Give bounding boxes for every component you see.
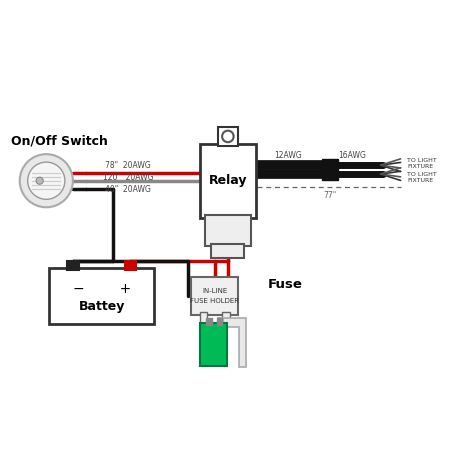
Circle shape bbox=[20, 154, 73, 207]
Polygon shape bbox=[217, 318, 246, 367]
FancyBboxPatch shape bbox=[191, 277, 238, 315]
Text: 78"  20AWG: 78" 20AWG bbox=[105, 161, 151, 170]
FancyBboxPatch shape bbox=[199, 312, 207, 325]
FancyBboxPatch shape bbox=[67, 261, 79, 270]
Text: IN-LINE: IN-LINE bbox=[202, 288, 227, 293]
Circle shape bbox=[36, 177, 43, 184]
Text: 120"  20AWG: 120" 20AWG bbox=[103, 173, 153, 182]
Text: FUSE HOLDER: FUSE HOLDER bbox=[190, 298, 239, 304]
Text: On/Off Switch: On/Off Switch bbox=[11, 135, 108, 147]
FancyBboxPatch shape bbox=[199, 144, 256, 218]
Bar bbox=[322, 159, 338, 180]
FancyBboxPatch shape bbox=[205, 215, 251, 246]
Text: Battey: Battey bbox=[78, 300, 125, 313]
Text: Relay: Relay bbox=[209, 174, 247, 187]
Text: 12AWG: 12AWG bbox=[274, 151, 302, 160]
Text: −        +: − + bbox=[72, 283, 131, 297]
Text: 40"  20AWG: 40" 20AWG bbox=[105, 185, 151, 194]
FancyBboxPatch shape bbox=[125, 261, 136, 270]
Text: TO LIGHT
FIXTURE: TO LIGHT FIXTURE bbox=[407, 171, 437, 183]
Circle shape bbox=[222, 130, 234, 142]
Text: 77": 77" bbox=[323, 191, 336, 200]
Text: Fuse: Fuse bbox=[268, 278, 303, 291]
FancyBboxPatch shape bbox=[49, 267, 154, 324]
FancyBboxPatch shape bbox=[222, 312, 230, 325]
Text: 16AWG: 16AWG bbox=[338, 151, 366, 160]
FancyBboxPatch shape bbox=[200, 323, 227, 366]
Circle shape bbox=[28, 162, 65, 199]
Bar bbox=[217, 318, 222, 324]
Text: TO LIGHT
FIXTURE: TO LIGHT FIXTURE bbox=[407, 158, 437, 169]
FancyBboxPatch shape bbox=[212, 244, 244, 258]
FancyBboxPatch shape bbox=[218, 127, 238, 146]
Bar bbox=[206, 318, 211, 324]
